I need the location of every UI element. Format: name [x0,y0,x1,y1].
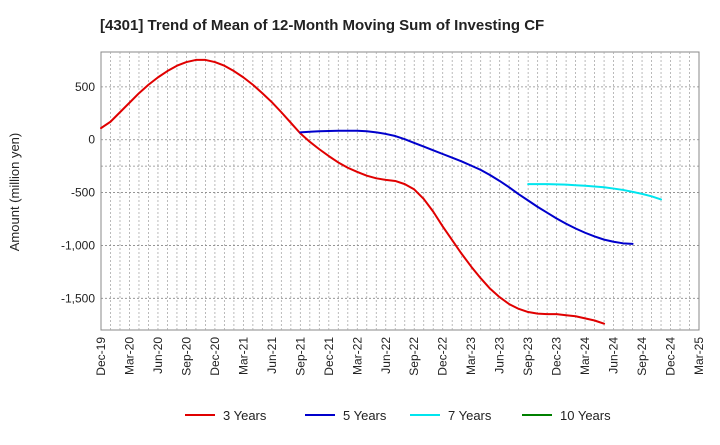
x-tick-label: Mar-21 [236,337,250,375]
x-tick-label: Sep-24 [635,337,649,376]
y-tick-label: -1,000 [61,238,95,252]
x-tick-label: Mar-23 [464,337,478,375]
x-tick-label: Mar-25 [692,337,706,375]
x-tick-label: Jun-24 [607,337,621,374]
legend-label: 10 Years [560,408,611,423]
y-axis-label: Amount (million yen) [7,133,22,252]
x-tick-label: Dec-24 [664,337,678,376]
y-tick-label: -1,500 [61,291,95,305]
series-layer [100,58,663,325]
x-tick-label: Jun-23 [493,337,507,374]
series-line [299,129,634,245]
x-tick-label: Mar-24 [578,337,592,375]
legend-label: 7 Years [448,408,492,423]
x-tick-label: Sep-23 [521,337,535,376]
x-tick-label: Dec-19 [94,337,108,376]
x-tick-label: Sep-22 [407,337,421,376]
x-tick-label: Sep-21 [293,337,307,376]
x-tick-label: Jun-20 [151,337,165,374]
x-tick-label: Dec-22 [436,337,450,376]
legend-label: 3 Years [223,408,267,423]
chart-title: [4301] Trend of Mean of 12-Month Moving … [100,17,544,34]
series-line [527,183,663,201]
x-tick-label: Dec-23 [550,337,564,376]
y-tick-label: -500 [71,186,95,200]
legend-label: 5 Years [343,408,387,423]
x-tick-label: Jun-21 [265,337,279,374]
x-tick-label: Mar-20 [122,337,136,375]
x-tick-label: Sep-20 [179,337,193,376]
x-tick-label: Dec-21 [322,337,336,376]
series-line [100,58,606,325]
x-tick-labels: Dec-19 Mar-20 Jun-20 Sep-20 Dec-20 Mar-21 Jun-… [94,337,706,376]
plot-area [100,51,700,331]
x-tick-label: Dec-20 [208,337,222,376]
x-tick-label: Mar-22 [350,337,364,375]
y-tick-label: 0 [88,133,95,147]
x-tick-label: Jun-22 [379,337,393,374]
y-tick-label: 500 [75,80,95,94]
y-tick-labels: 500 0 -500 -1,000 -1,500 [61,80,95,305]
legend: 3 Years 5 Years 7 Years 10 Years [185,408,611,423]
